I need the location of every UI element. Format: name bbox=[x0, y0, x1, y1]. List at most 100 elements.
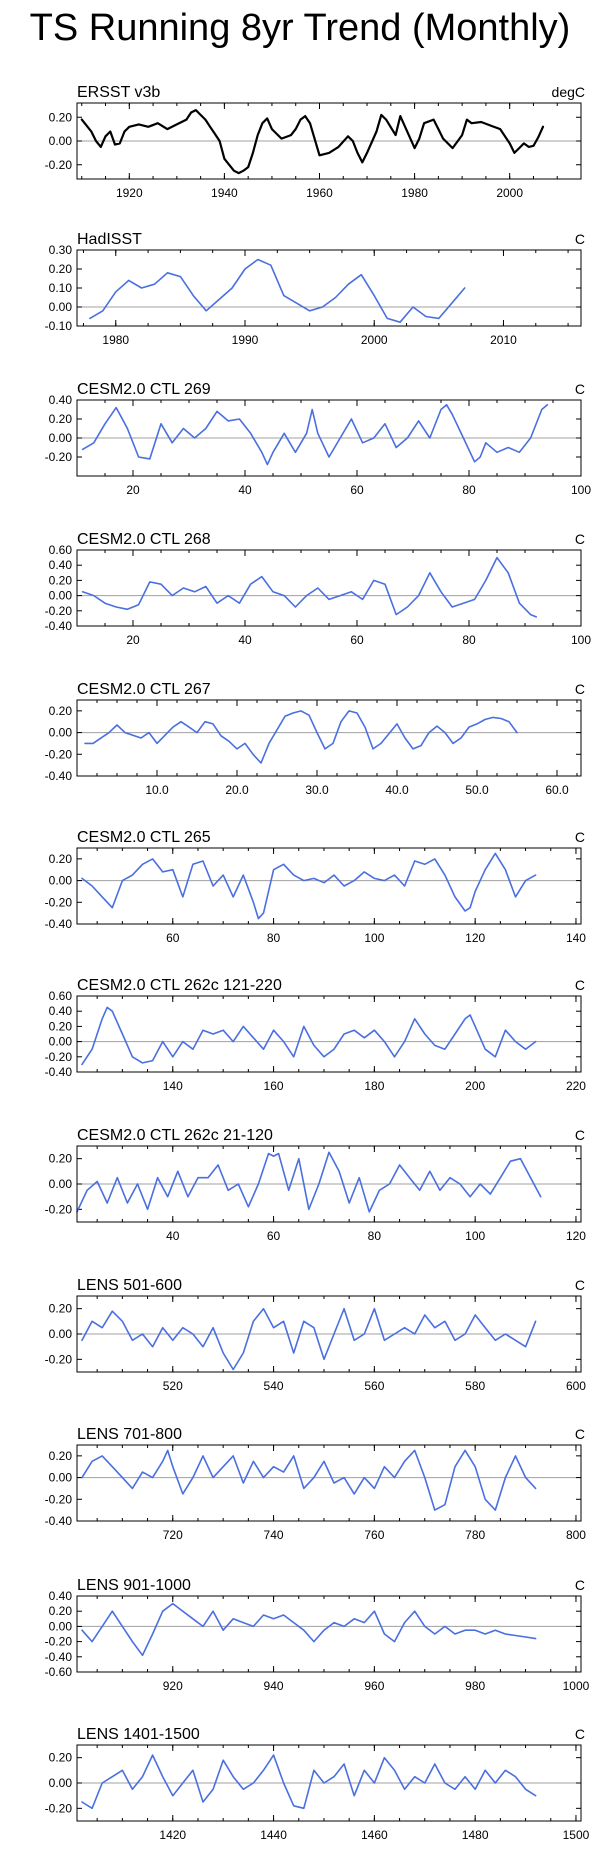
x-tick-label: 180 bbox=[364, 1079, 384, 1093]
x-tick-label: 100 bbox=[364, 931, 384, 945]
y-tick-label: 0.60 bbox=[49, 543, 73, 557]
x-tick-label: 580 bbox=[465, 1379, 485, 1393]
y-tick-label: -0.60 bbox=[45, 1665, 73, 1679]
x-tick-label: 940 bbox=[264, 1679, 284, 1693]
plot-frame bbox=[76, 1595, 582, 1673]
y-tick-label: 0.20 bbox=[49, 412, 73, 426]
plot-frame bbox=[76, 249, 582, 327]
panel-10: LENS 701-800 C -0.40 -0.20 0.00 0.20 720 740 760… bbox=[45, 1426, 587, 1542]
x-tick-label: 30.0 bbox=[305, 783, 329, 797]
series-line bbox=[81, 1307, 537, 1371]
y-tick-label: 0.00 bbox=[49, 589, 73, 603]
panel-9: LENS 501-600 C -0.20 0.00 0.20 520 540 560 580 60… bbox=[45, 1277, 587, 1393]
y-tick-label: 0.00 bbox=[49, 1471, 73, 1485]
y-tick-label: 0.20 bbox=[49, 262, 73, 276]
y-tick-label: 0.20 bbox=[49, 1152, 73, 1166]
x-tick-label: 40 bbox=[238, 483, 252, 497]
x-tick-label: 1980 bbox=[102, 333, 129, 347]
y-tick-label: 0.30 bbox=[49, 243, 73, 257]
y-tick-label: -0.20 bbox=[45, 747, 73, 761]
panel-6: CESM2.0 CTL 265 C -0.40 -0.20 0.00 0.20 60 80 10… bbox=[45, 829, 587, 945]
x-tick-label: 560 bbox=[364, 1379, 384, 1393]
y-tick-label: 0.00 bbox=[49, 726, 73, 740]
y-tick-label: 0.40 bbox=[49, 1589, 73, 1603]
y-tick-label: 0.20 bbox=[49, 852, 73, 866]
x-tick-label: 2000 bbox=[361, 333, 388, 347]
x-tick-label: 980 bbox=[465, 1679, 485, 1693]
y-tick-label: -0.20 bbox=[45, 158, 73, 172]
series-line bbox=[80, 108, 545, 175]
panel-title: CESM2.0 CTL 262c 21-120 bbox=[77, 1127, 273, 1144]
x-tick-label: 600 bbox=[566, 1379, 586, 1393]
y-tick-label: -0.20 bbox=[45, 1352, 73, 1366]
y-tick-label: 0.00 bbox=[49, 1776, 73, 1790]
panel-title: CESM2.0 CTL 269 bbox=[77, 381, 211, 398]
panel-title: CESM2.0 CTL 262c 121-220 bbox=[77, 977, 282, 994]
y-tick-label: -0.20 bbox=[45, 895, 73, 909]
x-tick-label: 1420 bbox=[159, 1828, 186, 1842]
y-tick-label: 0.20 bbox=[49, 704, 73, 718]
series-line bbox=[81, 403, 549, 466]
y-tick-label: -0.40 bbox=[45, 917, 73, 931]
series-line bbox=[81, 852, 537, 920]
x-tick-label: 740 bbox=[264, 1528, 284, 1542]
y-tick-label: 0.20 bbox=[49, 1302, 73, 1316]
panel-unit: C bbox=[575, 1426, 585, 1442]
x-tick-label: 520 bbox=[163, 1379, 183, 1393]
y-tick-label: -0.10 bbox=[45, 319, 73, 333]
series-line bbox=[84, 710, 518, 764]
series-line bbox=[81, 1449, 537, 1511]
y-tick-label: -0.40 bbox=[45, 619, 73, 633]
y-tick-label: -0.20 bbox=[45, 450, 73, 464]
panel-title: ERSST v3b bbox=[77, 84, 160, 101]
series-line bbox=[76, 1151, 542, 1213]
panel-title: CESM2.0 CTL 265 bbox=[77, 829, 211, 846]
series-line bbox=[81, 1602, 537, 1657]
panel-12: LENS 1401-1500 C -0.20 0.00 0.20 1420 1440 1460… bbox=[45, 1726, 590, 1842]
panel-title: LENS 501-600 bbox=[77, 1277, 182, 1294]
x-tick-label: 40 bbox=[166, 1229, 180, 1243]
x-tick-label: 20 bbox=[126, 483, 140, 497]
x-tick-label: 140 bbox=[163, 1079, 183, 1093]
panel-unit: C bbox=[575, 1127, 585, 1143]
x-tick-label: 220 bbox=[566, 1079, 586, 1093]
y-tick-label: 0.20 bbox=[49, 1449, 73, 1463]
y-tick-label: 0.40 bbox=[49, 1004, 73, 1018]
y-tick-label: 0.00 bbox=[49, 1177, 73, 1191]
x-tick-label: 80 bbox=[462, 483, 476, 497]
x-tick-label: 1990 bbox=[232, 333, 259, 347]
plot-frame bbox=[76, 1744, 582, 1822]
x-tick-label: 800 bbox=[566, 1528, 586, 1542]
x-tick-label: 1500 bbox=[563, 1828, 590, 1842]
x-tick-label: 20 bbox=[126, 633, 140, 647]
panel-unit: C bbox=[575, 1577, 585, 1593]
x-tick-label: 60 bbox=[166, 931, 180, 945]
x-tick-label: 80 bbox=[462, 633, 476, 647]
panel-unit: C bbox=[575, 977, 585, 993]
y-tick-label: -0.20 bbox=[45, 1492, 73, 1506]
series-line bbox=[81, 1754, 537, 1810]
panel-unit: C bbox=[575, 829, 585, 845]
panel-4: CESM2.0 CTL 268 C -0.40-0.200.00 0.200.400.… bbox=[45, 531, 592, 647]
panel-3: CESM2.0 CTL 269 C -0.20 0.00 0.20 0.40 20 40 60 8… bbox=[45, 381, 592, 497]
series-line bbox=[81, 556, 538, 618]
y-tick-label: -0.40 bbox=[45, 1065, 73, 1079]
y-tick-label: 0.20 bbox=[49, 573, 73, 587]
y-tick-label: 0.40 bbox=[49, 558, 73, 572]
y-tick-label: 0.40 bbox=[49, 393, 73, 407]
y-tick-label: -0.20 bbox=[45, 1050, 73, 1064]
x-tick-label: 100 bbox=[571, 483, 591, 497]
y-tick-label: -0.40 bbox=[45, 1514, 73, 1528]
panel-unit: C bbox=[575, 1726, 585, 1742]
panel-unit: degC bbox=[552, 84, 585, 100]
plot-frame bbox=[76, 995, 582, 1073]
x-tick-label: 540 bbox=[264, 1379, 284, 1393]
plot-frame bbox=[76, 102, 582, 180]
x-tick-label: 80 bbox=[267, 931, 281, 945]
x-tick-label: 50.0 bbox=[465, 783, 489, 797]
x-tick-label: 1940 bbox=[211, 186, 238, 200]
y-tick-label: 0.20 bbox=[49, 1019, 73, 1033]
x-tick-label: 1440 bbox=[260, 1828, 287, 1842]
panel-title: LENS 1401-1500 bbox=[77, 1726, 200, 1743]
panel-unit: C bbox=[575, 531, 585, 547]
